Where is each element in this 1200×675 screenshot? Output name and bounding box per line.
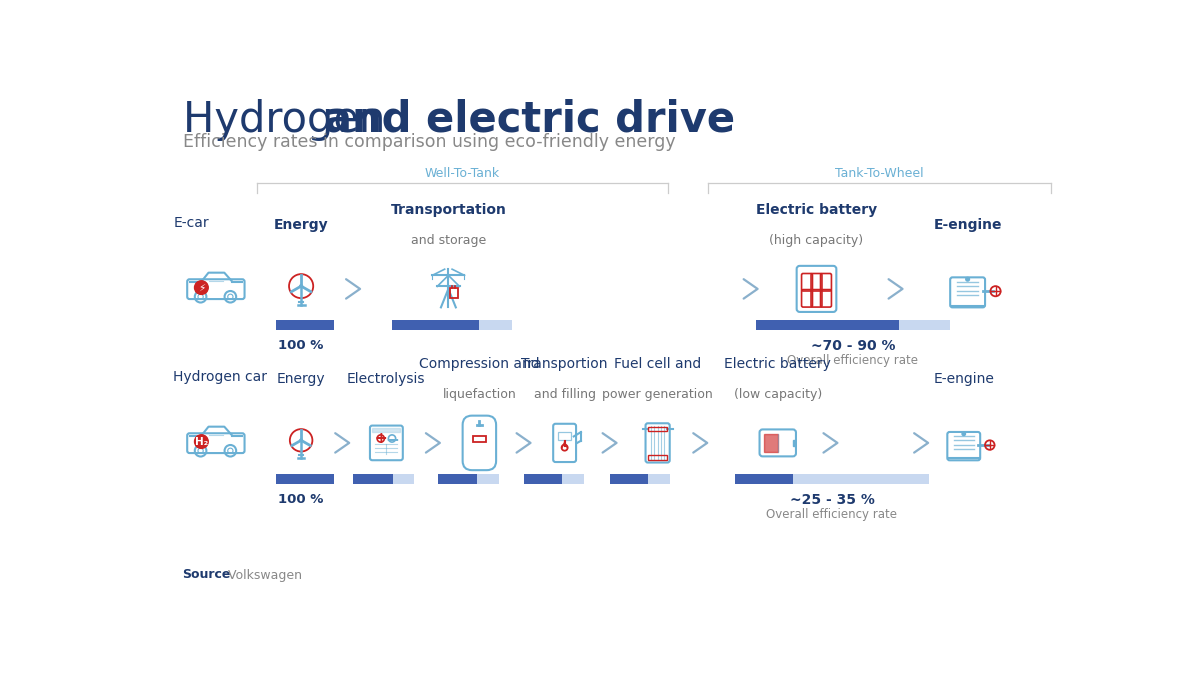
- Text: Energy: Energy: [274, 218, 329, 232]
- Bar: [372, 428, 401, 432]
- Bar: [610, 475, 670, 484]
- Bar: [391, 321, 512, 329]
- Text: and electric drive: and electric drive: [324, 99, 734, 140]
- Text: Efficiency rates in comparison using eco-friendly energy: Efficiency rates in comparison using eco…: [182, 134, 676, 151]
- Text: Electrolysis: Electrolysis: [347, 372, 426, 386]
- Text: E-car: E-car: [173, 217, 209, 230]
- Text: liquefaction: liquefaction: [443, 388, 516, 401]
- Text: Energy: Energy: [277, 372, 325, 386]
- Text: −: −: [385, 430, 398, 448]
- Bar: [353, 475, 394, 484]
- Text: E-engine: E-engine: [934, 218, 1002, 232]
- Text: Volkswagen: Volkswagen: [224, 568, 302, 581]
- Text: Transportion: Transportion: [521, 357, 608, 371]
- Text: ~70 - 90 %: ~70 - 90 %: [811, 339, 895, 353]
- Circle shape: [194, 281, 209, 294]
- Text: power generation: power generation: [602, 388, 713, 401]
- Bar: [438, 475, 499, 484]
- Text: Hydrogen: Hydrogen: [182, 99, 398, 140]
- Text: Overall efficiency rate: Overall efficiency rate: [767, 508, 898, 521]
- Text: Electric battery: Electric battery: [725, 357, 832, 371]
- Text: Well-To-Tank: Well-To-Tank: [425, 167, 500, 180]
- Circle shape: [962, 432, 966, 435]
- Bar: [523, 475, 584, 484]
- Circle shape: [300, 439, 302, 441]
- Bar: [276, 321, 334, 329]
- Text: Overall efficiency rate: Overall efficiency rate: [787, 354, 918, 367]
- Bar: [276, 475, 334, 484]
- Text: and filling: and filling: [534, 388, 595, 401]
- Bar: [391, 321, 479, 329]
- Bar: [648, 427, 667, 431]
- Text: (low capacity): (low capacity): [733, 388, 822, 401]
- Bar: [276, 475, 334, 484]
- Bar: [736, 475, 793, 484]
- Text: ~25 - 35 %: ~25 - 35 %: [790, 493, 875, 507]
- Bar: [756, 321, 950, 329]
- Bar: [763, 434, 779, 452]
- Bar: [736, 475, 929, 484]
- Bar: [438, 475, 478, 484]
- Text: and storage: and storage: [410, 234, 486, 247]
- Text: Hydrogen car: Hydrogen car: [173, 371, 268, 385]
- Bar: [610, 475, 648, 484]
- Text: +: +: [374, 431, 388, 446]
- Bar: [473, 436, 486, 441]
- Text: 100 %: 100 %: [278, 493, 324, 506]
- Bar: [276, 321, 334, 329]
- Text: H₂: H₂: [194, 437, 208, 447]
- Text: 100 %: 100 %: [278, 339, 324, 352]
- Text: Fuel cell and: Fuel cell and: [614, 357, 701, 371]
- Text: ⚡: ⚡: [198, 283, 205, 292]
- Circle shape: [300, 285, 302, 288]
- Text: E-engine: E-engine: [934, 372, 994, 386]
- Text: (high capacity): (high capacity): [769, 234, 864, 247]
- Text: Compression and: Compression and: [419, 357, 540, 371]
- Bar: [523, 475, 563, 484]
- Bar: [648, 456, 667, 460]
- Bar: [793, 440, 796, 446]
- Bar: [756, 321, 900, 329]
- Bar: [558, 432, 571, 439]
- Text: Source: Source: [182, 568, 230, 581]
- Bar: [353, 475, 414, 484]
- Circle shape: [194, 435, 209, 448]
- Text: Transportation: Transportation: [390, 203, 506, 217]
- Text: Tank-To-Wheel: Tank-To-Wheel: [835, 167, 924, 180]
- Text: Electric battery: Electric battery: [756, 203, 877, 217]
- Bar: [450, 288, 458, 298]
- Circle shape: [966, 277, 970, 281]
